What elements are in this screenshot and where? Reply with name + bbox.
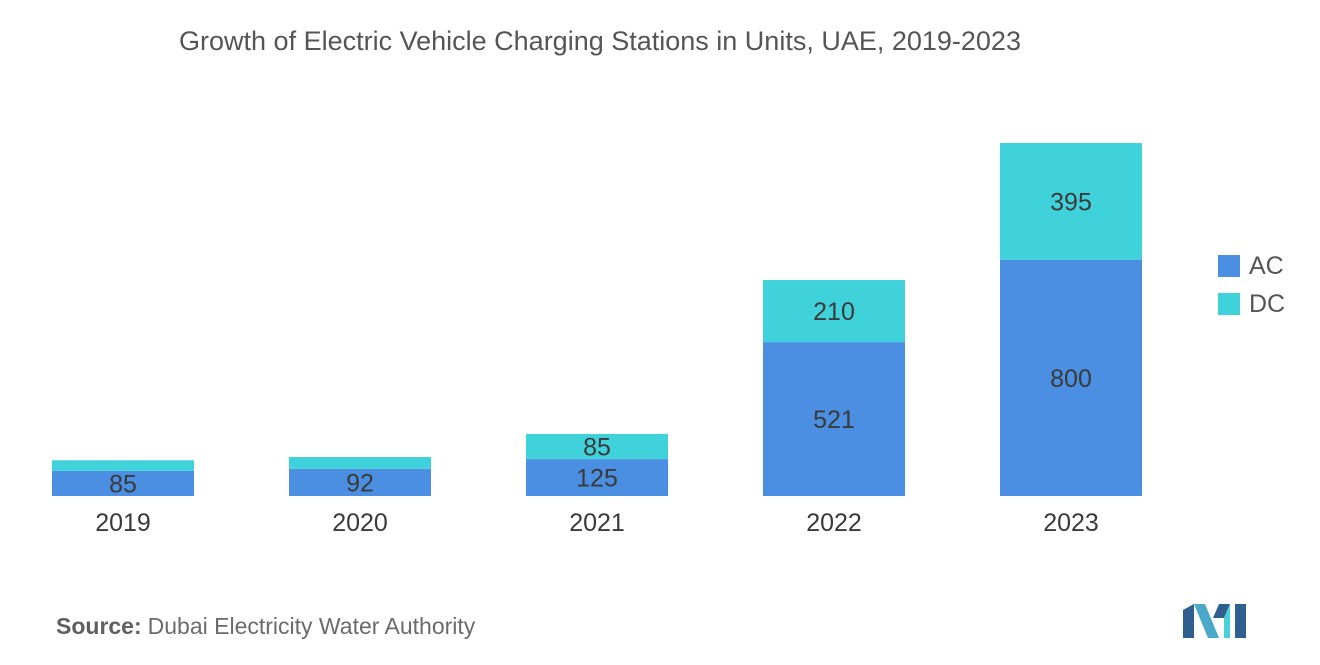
stacked-bar-chart: 85 2019 92 2020 125 85 2021 521 210 2022 800 395 202…: [52, 143, 1285, 537]
bar-ac-2020: [289, 468, 431, 496]
source-note: Source: Dubai Electricity Water Authority: [56, 613, 475, 640]
source-text: Dubai Electricity Water Authority: [147, 613, 476, 639]
chart-title: Growth of Electric Vehicle Charging Stat…: [179, 26, 1021, 56]
data-label-ac-2021: 125: [576, 465, 618, 493]
legend-label-ac: AC: [1249, 252, 1284, 280]
data-label-dc-2023: 395: [1050, 188, 1092, 216]
data-label-ac-2019: 85: [109, 470, 137, 498]
data-label-dc-2021: 85: [583, 434, 611, 462]
x-tick-label-2020: 2020: [332, 509, 388, 537]
bar-ac-2021: [526, 459, 668, 496]
bar-dc-2022: [763, 280, 905, 343]
source-label: Source:: [56, 613, 142, 639]
bar-dc-2020: [289, 457, 431, 469]
x-tick-label-2019: 2019: [95, 509, 151, 537]
bar-ac-2022: [763, 342, 905, 496]
bar-ac-2023: [1000, 259, 1142, 496]
x-tick-label-2021: 2021: [569, 509, 625, 537]
bar-dc-2023: [1000, 143, 1142, 260]
data-label-ac-2020: 92: [346, 469, 374, 497]
brand-logo-icon: [1183, 604, 1246, 638]
legend-label-dc: DC: [1249, 290, 1285, 318]
x-tick-label-2022: 2022: [806, 509, 862, 537]
bar-dc-2019: [52, 460, 194, 471]
bar-dc-2021: [526, 433, 668, 460]
x-tick-label-2023: 2023: [1043, 509, 1099, 537]
bar-ac-2019: [52, 470, 194, 496]
data-label-ac-2022: 521: [813, 406, 855, 434]
data-label-ac-2023: 800: [1050, 365, 1092, 393]
legend-swatch-dc: [1218, 293, 1240, 315]
legend-swatch-ac: [1218, 255, 1240, 277]
data-label-dc-2022: 210: [813, 298, 855, 326]
